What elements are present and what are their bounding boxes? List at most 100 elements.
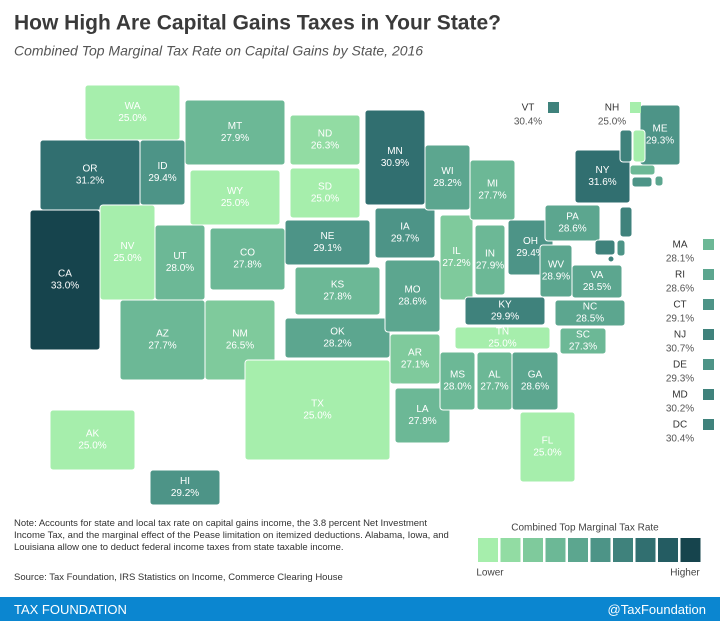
state-value: 27.7% (480, 382, 508, 393)
state-value: 29.7% (391, 234, 419, 245)
state-value: 25.0% (488, 339, 516, 350)
state-name: NE (321, 231, 335, 242)
state (474, 224, 506, 296)
state (559, 327, 607, 355)
state (149, 469, 221, 506)
state-value: 29.2% (171, 488, 199, 499)
state-name: WA (125, 101, 141, 112)
legend-swatch (635, 538, 656, 562)
state-name: FL (542, 436, 554, 447)
legend-swatch (613, 538, 633, 562)
callout-swatch (703, 389, 714, 400)
state-value: 29.3% (646, 136, 674, 147)
state-name: DE (673, 360, 687, 371)
state-value: 27.1% (401, 360, 429, 371)
state-name: NH (605, 103, 619, 114)
state-name: TN (496, 327, 509, 338)
state-name: IN (485, 249, 495, 260)
subtitle: Combined Top Marginal Tax Rate on Capita… (14, 43, 423, 59)
state-value: 28.6% (666, 284, 694, 295)
state (469, 159, 516, 221)
state-name: AR (408, 348, 422, 359)
state-name: DC (673, 420, 687, 431)
callout-swatch (703, 329, 714, 340)
state-value: 27.8% (233, 260, 261, 271)
state-value: 31.6% (588, 177, 616, 188)
state-value: 30.7% (666, 344, 694, 355)
state-value: 27.7% (148, 341, 176, 352)
state-name: CA (58, 269, 72, 280)
state (139, 139, 186, 206)
footer-handle: @TaxFoundation (607, 602, 706, 617)
state-name: RI (675, 270, 685, 281)
state-name: NJ (674, 330, 686, 341)
state-value: 30.4% (666, 434, 694, 445)
state-value: 29.1% (666, 314, 694, 325)
state-name: WV (548, 260, 564, 271)
state-value: 30.9% (381, 158, 409, 169)
state-name: IL (452, 246, 461, 257)
state-value: 30.2% (666, 404, 694, 415)
state (539, 244, 573, 298)
footer-brand: TAX FOUNDATION (14, 602, 127, 617)
state (189, 169, 281, 226)
state-value: 25.0% (78, 441, 106, 452)
state-value: 25.0% (118, 113, 146, 124)
state-name: SD (318, 182, 332, 193)
state (619, 206, 633, 238)
callout-swatch (548, 102, 559, 113)
state-value: 26.3% (311, 141, 339, 152)
state-name: HI (180, 476, 190, 487)
state-value: 27.9% (221, 133, 249, 144)
state (284, 219, 371, 266)
state-value: 28.6% (398, 297, 426, 308)
state-value: 28.6% (521, 382, 549, 393)
state-value: 27.7% (478, 191, 506, 202)
state-name: LA (416, 404, 429, 415)
state-value: 26.5% (226, 341, 254, 352)
state (654, 175, 664, 187)
state-name: SC (576, 330, 590, 341)
state-value: 29.4% (516, 248, 544, 259)
note: Note: Accounts for state and local tax r… (14, 518, 449, 553)
state-name: NY (596, 165, 610, 176)
callout-swatch (703, 269, 714, 280)
state-value: 25.0% (303, 411, 331, 422)
state-name: ME (653, 124, 668, 135)
callout-swatch (703, 419, 714, 430)
state (554, 299, 626, 327)
state-name: MN (387, 146, 403, 157)
state (289, 114, 361, 166)
state-value: 27.8% (323, 292, 351, 303)
state-value: 30.4% (514, 117, 542, 128)
state-value: 25.0% (533, 448, 561, 459)
state-name: WI (441, 166, 453, 177)
legend-swatch (478, 538, 498, 562)
state (49, 409, 136, 471)
state (374, 207, 436, 259)
state-name: OR (83, 164, 98, 175)
state (574, 149, 631, 204)
legend-title: Combined Top Marginal Tax Rate (511, 523, 659, 534)
state-name: CT (673, 300, 686, 311)
state-name: AZ (156, 329, 169, 340)
callout-swatch (703, 239, 714, 250)
state-name: TX (311, 399, 324, 410)
source: Source: Tax Foundation, IRS Statistics o… (14, 572, 343, 583)
footer: TAX FOUNDATION @TaxFoundation (0, 597, 720, 621)
state (631, 176, 653, 188)
state-value: 28.1% (666, 254, 694, 265)
state-value: 28.6% (558, 224, 586, 235)
state-value: 25.0% (221, 198, 249, 209)
state-value: 27.9% (408, 416, 436, 427)
state-name: WY (227, 186, 243, 197)
state-name: KY (498, 300, 512, 311)
state-name: AK (86, 429, 100, 440)
state-value: 29.9% (491, 312, 519, 323)
state-name: AL (488, 370, 501, 381)
state (394, 387, 451, 444)
state-value: 28.2% (433, 178, 461, 189)
callout-swatch (703, 359, 714, 370)
map: How High Are Capital Gains Taxes in Your… (14, 12, 714, 579)
